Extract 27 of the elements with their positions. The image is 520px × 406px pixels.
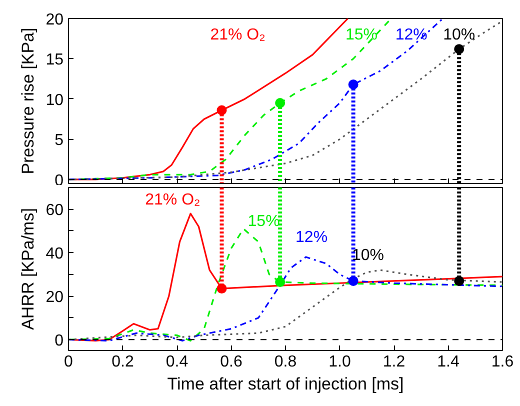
annotation: 21% O₂ <box>145 192 200 209</box>
annotation: 12% <box>395 26 428 44</box>
annotation: 21% O₂ <box>210 26 266 44</box>
y-tick-label: 15 <box>46 52 64 69</box>
x-tick-label: 0.8 <box>274 354 297 370</box>
y-tick-label: 20 <box>46 12 64 28</box>
annotation: 12% <box>296 229 328 246</box>
y-tick-label: 10 <box>46 92 64 109</box>
annotation: 15% <box>345 26 378 44</box>
y-axis-title: AHRR [KPa/ms] <box>18 208 38 330</box>
x-tick-label: 1.4 <box>437 354 460 370</box>
annotation: 10% <box>352 247 384 264</box>
y-axis-title: Pressure rise [KPa] <box>18 28 38 174</box>
y-tick-label: 20 <box>46 289 64 306</box>
annotation: 15% <box>248 212 280 230</box>
y-tick-label: 40 <box>46 246 64 263</box>
x-tick-label: 0.2 <box>112 354 134 370</box>
x-tick-label: 1.0 <box>328 354 351 370</box>
y-tick-label: 60 <box>46 202 64 220</box>
x-tick-label: 1.2 <box>382 354 406 370</box>
x-tick-label: 0.4 <box>166 354 188 370</box>
x-tick-label: 0.6 <box>220 354 242 370</box>
x-axis-title: Time after start of injection [ms] <box>167 374 404 394</box>
y-tick-label: 0 <box>54 332 64 350</box>
x-tick-label: 1.6 <box>491 354 514 370</box>
y-tick-label: 5 <box>54 132 64 150</box>
annotation: 10% <box>443 26 476 44</box>
